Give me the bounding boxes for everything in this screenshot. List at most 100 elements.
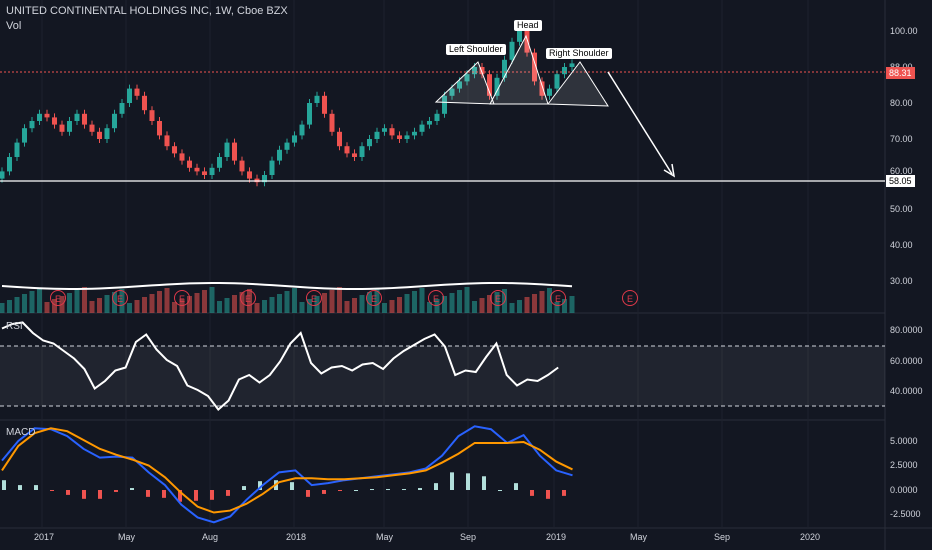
- candle-body: [382, 128, 387, 132]
- candle-body: [539, 81, 545, 96]
- volume-bar: [7, 300, 12, 313]
- volume-bar: [127, 303, 132, 313]
- volume-bar: [224, 298, 230, 313]
- volume-bar: [187, 296, 192, 313]
- macd-line: [1, 425, 573, 524]
- volume-bar: [194, 293, 200, 313]
- macd-tick: 5.0000: [890, 436, 918, 446]
- price-tick: 100.00: [890, 26, 918, 36]
- volume-bar: [457, 290, 462, 313]
- macd-histogram-bar: [530, 490, 534, 496]
- volume-bar: [217, 301, 222, 313]
- macd-histogram-bar: [434, 483, 438, 490]
- candle-body: [464, 74, 470, 82]
- candle-body: [14, 142, 20, 157]
- macd-histogram-bar: [242, 486, 246, 490]
- candle-body: [262, 175, 267, 183]
- time-tick: 2019: [546, 532, 567, 542]
- earnings-marker[interactable]: E: [174, 290, 190, 306]
- projection-arrowhead: [663, 163, 676, 178]
- rsi-tick: 80.0000: [890, 325, 923, 335]
- candle-body: [562, 67, 567, 75]
- macd-histogram-bar: [146, 490, 150, 497]
- candle-body: [569, 63, 575, 67]
- earnings-marker[interactable]: E: [240, 290, 256, 306]
- candle-body: [547, 88, 552, 96]
- earnings-marker[interactable]: E: [366, 290, 382, 306]
- pattern-right-shoulder: Right Shoulder: [546, 48, 612, 59]
- earnings-marker[interactable]: E: [622, 290, 638, 306]
- candle-body: [112, 113, 117, 129]
- candle-body: [374, 131, 380, 139]
- volume-ma-line: [1, 281, 573, 290]
- candle-body: [44, 113, 50, 118]
- volume-bar: [382, 303, 387, 313]
- candle-body: [299, 124, 305, 136]
- time-tick: 2020: [800, 532, 821, 542]
- projection-arrow: [607, 71, 673, 175]
- candle-body: [74, 113, 80, 121]
- time-tick: May: [630, 532, 648, 542]
- earnings-marker[interactable]: E: [50, 290, 66, 306]
- volume-bar: [419, 288, 425, 313]
- volume-bar: [397, 297, 402, 313]
- price-tick: 60.00: [890, 166, 913, 176]
- volume-bar: [344, 301, 350, 313]
- left-shoulder-triangle: [434, 61, 495, 105]
- volume-bar: [149, 294, 155, 313]
- earnings-marker[interactable]: E: [306, 290, 322, 306]
- candle-body: [442, 95, 447, 114]
- macd-histogram-bar: [82, 490, 86, 499]
- candle-body: [127, 88, 132, 103]
- rsi-tick: 60.0000: [890, 356, 923, 366]
- macd-histogram-bar: [178, 490, 182, 502]
- earnings-marker[interactable]: E: [550, 290, 566, 306]
- time-tick: May: [376, 532, 394, 542]
- candle-body: [389, 128, 395, 136]
- candle-body: [194, 167, 200, 172]
- candle-body: [82, 113, 87, 125]
- volume-bar: [157, 291, 162, 313]
- macd-histogram-bar: [50, 490, 54, 491]
- macd-histogram-bar: [354, 490, 358, 491]
- candle-body: [202, 171, 207, 175]
- volume-bar: [89, 301, 95, 313]
- earnings-marker[interactable]: E: [112, 290, 128, 306]
- candle-body: [524, 31, 530, 53]
- volume-bar: [547, 288, 552, 313]
- time-tick: Sep: [460, 532, 477, 542]
- last-price-badge: 88.31: [886, 67, 915, 79]
- time-tick: Sep: [714, 532, 731, 542]
- candle-body: [217, 157, 222, 168]
- macd-tick: 2.5000: [890, 460, 918, 470]
- candle-body: [412, 131, 417, 136]
- macd-histogram-bar: [66, 490, 70, 495]
- candle-body: [367, 139, 372, 147]
- macd-histogram-bar: [402, 489, 406, 491]
- macd-tick: -2.5000: [890, 509, 921, 519]
- volume-bar: [284, 291, 290, 313]
- earnings-marker[interactable]: E: [490, 290, 506, 306]
- macd-label: MACD: [6, 427, 36, 438]
- volume-bar: [292, 288, 297, 313]
- volume-label: Vol: [6, 20, 22, 32]
- candle-body: [179, 153, 185, 161]
- macd-histogram-bar: [306, 490, 310, 497]
- candle-body: [517, 31, 522, 42]
- volume-bar: [322, 293, 327, 313]
- volume-bar: [464, 287, 470, 313]
- candle-body: [0, 171, 5, 179]
- volume-bar: [209, 287, 215, 313]
- candle-body: [352, 153, 357, 157]
- candle-body: [472, 67, 477, 75]
- volume-bar: [412, 291, 417, 313]
- candle-body: [487, 74, 492, 96]
- volume-bar: [479, 298, 485, 313]
- macd-histogram-bar: [2, 480, 6, 490]
- candle-body: [239, 160, 245, 172]
- candle-body: [224, 142, 230, 157]
- macd-histogram-bar: [386, 489, 390, 491]
- earnings-marker[interactable]: E: [428, 290, 444, 306]
